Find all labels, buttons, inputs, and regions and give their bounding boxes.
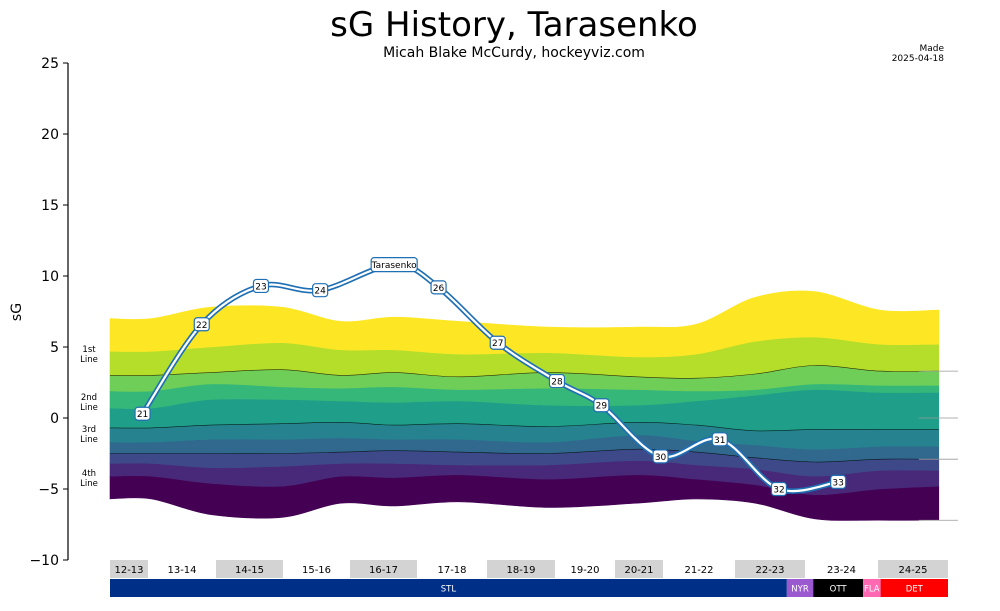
age-marker [548,373,566,389]
team-label: OTT [830,585,848,595]
depth-band-10 [109,290,940,358]
team-label: DET [906,585,924,595]
season-cell [735,560,805,578]
team-segment [880,579,948,597]
age-marker [593,398,610,413]
season-label: 23-24 [827,565,856,576]
y-tick-label: 15 [41,198,59,214]
season-label: 15-16 [302,565,331,576]
player-name-box [370,257,418,273]
season-label: 22-23 [755,565,784,576]
season-label: 13-14 [167,565,196,576]
y-tick-label: −10 [29,553,59,569]
depth-bands [109,290,940,521]
chart-subtitle: Micah Blake McCurdy, hockeyviz.com [383,45,645,61]
y-tick-label: −5 [38,482,59,498]
made-date: 2025-04-18 [892,54,945,64]
line-boundary [109,365,939,379]
age-marker [489,335,506,350]
age-label: 21 [137,410,148,420]
age-label: 33 [832,478,843,488]
line-label: 3rd Line [80,425,98,445]
season-cell [216,560,283,578]
age-label: 28 [551,378,563,388]
y-axis-label: sG [9,303,25,321]
y-tick-label: 10 [41,269,59,285]
season-label: 24-25 [898,565,927,576]
line-label: 4th Line [80,469,98,489]
age-marker [193,317,210,332]
team-bar: STL NYR OTT FLA DET [110,579,948,597]
y-tick-label: 5 [50,340,59,356]
season-label: 21-22 [684,565,713,576]
team-segment [110,579,787,597]
season-cell [110,560,148,578]
age-label: 22 [196,321,207,331]
age-label: 26 [433,284,445,294]
season-label: 20-21 [624,565,653,576]
age-marker [711,432,728,447]
season-labels: 12-13 13-14 14-15 15-16 16-17 17-18 18-19 19-20… [110,560,948,578]
season-cell [487,560,555,578]
season-label: 18-19 [506,565,535,576]
season-label: 12-13 [114,565,143,576]
y-axis: −10 −5 0 5 10 15 20 25 [29,56,69,569]
player-name-label: Tarasenko [371,261,418,271]
age-label: 32 [773,486,784,496]
made-label: Made [919,44,944,54]
age-marker [652,449,669,464]
age-label: 27 [492,339,503,349]
age-label: 29 [596,402,608,412]
y-tick-label: 25 [41,56,59,72]
y-tick-label: 20 [41,127,59,143]
age-marker [134,406,151,421]
team-label: NYR [791,585,809,595]
team-segment [786,579,814,597]
season-label: 16-17 [369,565,398,576]
team-segment [863,579,881,597]
age-marker [312,283,329,298]
season-label: 14-15 [235,565,264,576]
team-label: FLA [864,585,880,595]
reference-lines [918,370,958,521]
season-cell [878,560,948,578]
y-tick-label: 0 [50,411,59,427]
line-boundary [109,448,939,463]
season-label: 19-20 [570,565,599,576]
line-boundary [109,421,939,432]
line-labels: 1st Line 2nd Line 3rd Line 4th Line [80,345,98,489]
season-cell [350,560,417,578]
line-label: 1st Line [80,345,98,365]
age-marker [770,481,788,497]
player-series: 21 22 23 24 26 27 28 29 30 31 32 33 Tarasenko [134,257,847,497]
age-marker [830,474,847,489]
team-label: STL [441,585,457,595]
age-label: 24 [314,287,326,297]
season-label: 17-18 [437,565,466,576]
age-label: 31 [714,436,725,446]
chart-title: sG History, Tarasenko [330,5,698,45]
age-marker [252,278,270,294]
age-marker [430,280,447,295]
age-label: 23 [255,282,266,292]
season-cell [615,560,663,578]
team-segment [813,579,864,597]
line-label: 2nd Line [80,393,98,413]
age-label: 30 [655,453,667,463]
